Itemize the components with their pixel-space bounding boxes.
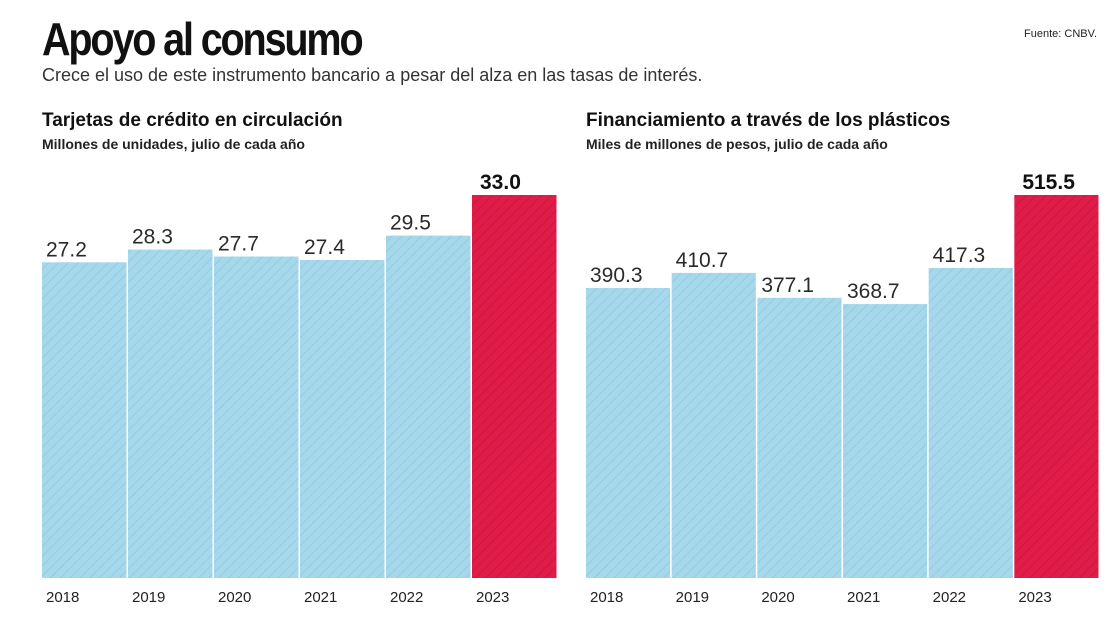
bar-2020 bbox=[214, 256, 299, 578]
chart-1-credit-cards: 27.2 2018 28.3 2019 27.7 2020 27.4 2021 29.5 2022… bbox=[42, 171, 557, 606]
data-label-2019: 410.7 bbox=[676, 249, 729, 272]
x-tick-2021: 2021 bbox=[304, 589, 337, 606]
chart-2-title: Financiamiento a través de los plásticos bbox=[586, 110, 951, 131]
x-tick-2018: 2018 bbox=[46, 589, 79, 606]
data-label-2023: 515.5 bbox=[1022, 171, 1075, 194]
bar-2019 bbox=[128, 249, 213, 578]
x-tick-2018: 2018 bbox=[590, 589, 623, 606]
bar-2020 bbox=[757, 297, 842, 578]
x-tick-2020: 2020 bbox=[761, 589, 794, 606]
bar-2023 bbox=[1014, 195, 1099, 578]
x-tick-2019: 2019 bbox=[132, 589, 165, 606]
data-label-2022: 29.5 bbox=[390, 212, 431, 235]
chart-2-subtitle: Miles de millones de pesos, julio de cad… bbox=[586, 136, 888, 152]
data-label-2021: 27.4 bbox=[304, 236, 345, 259]
x-tick-2022: 2022 bbox=[390, 589, 423, 606]
data-label-2020: 27.7 bbox=[218, 233, 259, 256]
bar-2021 bbox=[843, 304, 928, 578]
bar-2021 bbox=[300, 259, 385, 578]
bar-2018 bbox=[42, 262, 127, 578]
x-tick-2023: 2023 bbox=[476, 589, 509, 606]
bar-2023 bbox=[472, 195, 557, 578]
data-label-2018: 27.2 bbox=[46, 238, 87, 261]
data-label-2022: 417.3 bbox=[933, 244, 986, 267]
bar-2022 bbox=[928, 267, 1013, 578]
data-label-2018: 390.3 bbox=[590, 264, 643, 287]
x-tick-2022: 2022 bbox=[933, 589, 966, 606]
page-subtitle: Crece el uso de este instrumento bancari… bbox=[42, 65, 703, 85]
data-label-2019: 28.3 bbox=[132, 226, 173, 249]
x-tick-2020: 2020 bbox=[218, 589, 251, 606]
chart-2-financing: 390.3 2018 410.7 2019 377.1 2020 368.7 2021 417.… bbox=[586, 171, 1099, 606]
x-tick-2023: 2023 bbox=[1018, 589, 1051, 606]
x-tick-2021: 2021 bbox=[847, 589, 880, 606]
data-label-2021: 368.7 bbox=[847, 280, 900, 303]
page-title: Apoyo al consumo bbox=[42, 13, 364, 65]
data-label-2020: 377.1 bbox=[761, 274, 814, 297]
x-tick-2019: 2019 bbox=[676, 589, 709, 606]
data-label-2023: 33.0 bbox=[480, 171, 521, 194]
chart-1-title: Tarjetas de crédito en circulación bbox=[42, 110, 343, 131]
source-note: Fuente: CNBV. bbox=[1024, 28, 1097, 40]
bar-2018 bbox=[586, 288, 671, 578]
chart-1-subtitle: Millones de unidades, julio de cada año bbox=[42, 136, 305, 152]
bar-2019 bbox=[671, 272, 756, 578]
bar-2022 bbox=[386, 235, 471, 578]
